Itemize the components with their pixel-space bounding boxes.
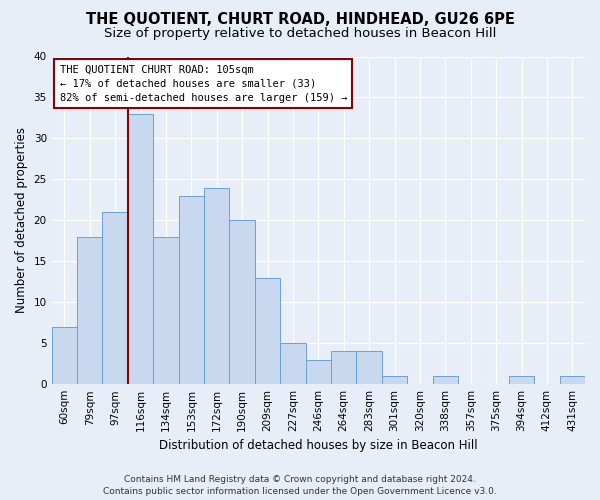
Text: THE QUOTIENT, CHURT ROAD, HINDHEAD, GU26 6PE: THE QUOTIENT, CHURT ROAD, HINDHEAD, GU26… [86,12,514,28]
Bar [382,376,407,384]
Bar [229,220,255,384]
Bar [331,352,356,384]
Bar [433,376,458,384]
Bar [280,343,305,384]
X-axis label: Distribution of detached houses by size in Beacon Hill: Distribution of detached houses by size … [159,440,478,452]
Bar [204,188,229,384]
Bar [153,236,179,384]
Bar [305,360,331,384]
Bar [52,327,77,384]
Bar [128,114,153,384]
Bar [560,376,585,384]
Y-axis label: Number of detached properties: Number of detached properties [15,128,28,314]
Text: Contains HM Land Registry data © Crown copyright and database right 2024.
Contai: Contains HM Land Registry data © Crown c… [103,474,497,496]
Bar [356,352,382,384]
Text: THE QUOTIENT CHURT ROAD: 105sqm
← 17% of detached houses are smaller (33)
82% of: THE QUOTIENT CHURT ROAD: 105sqm ← 17% of… [59,64,347,102]
Bar [509,376,534,384]
Bar [77,236,103,384]
Bar [179,196,204,384]
Bar [255,278,280,384]
Bar [103,212,128,384]
Text: Size of property relative to detached houses in Beacon Hill: Size of property relative to detached ho… [104,28,496,40]
